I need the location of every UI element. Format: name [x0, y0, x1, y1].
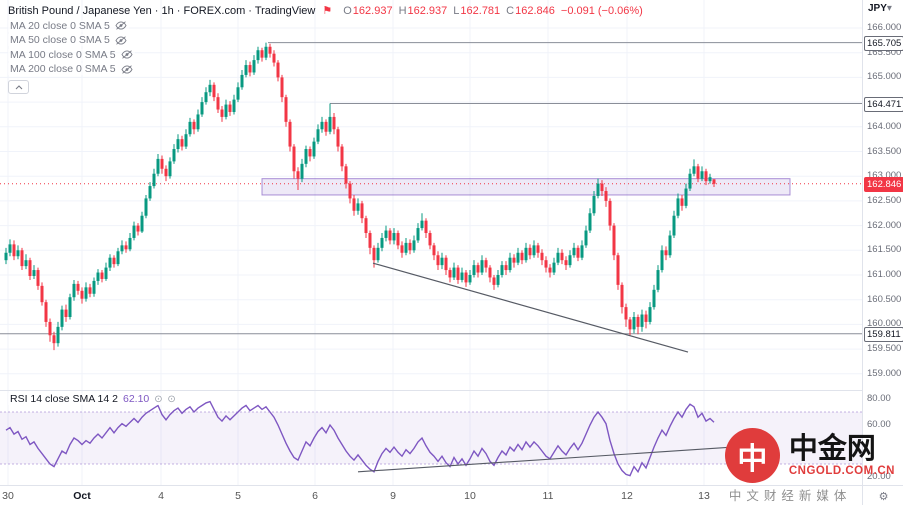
watermark-tagline: 中文财经新媒体	[728, 489, 852, 503]
low-label: L	[453, 4, 460, 17]
time-tick-label: 30	[2, 490, 14, 502]
price-tick-label: 160.500	[867, 293, 902, 305]
trendline-drawing[interactable]	[372, 262, 689, 353]
watermark-brand: 中金网	[788, 433, 876, 466]
rsi-legend-title: RSI 14 close SMA 14 2	[10, 393, 118, 405]
price-tick-label: 159.000	[867, 367, 902, 379]
price-tick-label: 159.500	[867, 343, 902, 355]
price-tick-label: 161.000	[867, 269, 902, 280]
grid	[0, 0, 862, 485]
eye-off-icon[interactable]	[121, 64, 133, 74]
close-value: 162.846	[515, 4, 555, 17]
time-tick-label: 10	[464, 490, 476, 502]
price-tick-label: 163.000	[867, 170, 902, 182]
price-level-badge: 165.705	[864, 35, 903, 51]
ma-50-legend[interactable]: MA 50 close 0 SMA 5	[8, 34, 129, 46]
price-tick-label: 165.500	[867, 46, 902, 58]
ma-100-label: MA 100 close 0 SMA 5	[10, 48, 116, 61]
low-value: 162.781	[460, 4, 501, 17]
ma-20-label: MA 20 close 0 SMA 5	[10, 19, 110, 32]
price-tick-label: 164.000	[867, 120, 902, 132]
support-resistance-zone[interactable]	[261, 178, 791, 196]
time-tick-label: Oct	[73, 490, 91, 502]
cngold-logo: 中	[724, 428, 780, 483]
ma-50-label: MA 50 close 0 SMA 5	[10, 34, 110, 46]
rsi-trendline-drawing[interactable]	[357, 446, 734, 473]
rsi-current-value: 62.10	[122, 393, 150, 405]
chevron-up-icon	[15, 84, 22, 89]
rsi-legend-icons[interactable]: ⊙ ⊙	[154, 393, 177, 405]
price-tick-label: 160.000	[867, 318, 902, 330]
open-label: O	[343, 4, 352, 17]
chart-legend: British Pound / Japanese Yen · 1h · FORE…	[8, 4, 643, 94]
eye-off-icon[interactable]	[115, 21, 127, 30]
flag-icon[interactable]: ⚑	[322, 5, 333, 17]
close-label: C	[506, 4, 515, 17]
price-axis-currency-label[interactable]: JPY▾	[868, 3, 892, 14]
change-value: −0.091 (−0.06%)	[560, 4, 643, 17]
time-axis[interactable]: 30 Oct 4 5 6 9 10 11 12 13	[0, 485, 862, 505]
gear-icon[interactable]: ⚙	[878, 491, 889, 503]
open-value: 162.937	[352, 4, 393, 17]
price-chart-canvas[interactable]	[0, 0, 862, 485]
legend-collapse-button[interactable]	[8, 80, 29, 94]
time-tick-label: 4	[158, 490, 164, 502]
rsi-band	[0, 411, 862, 465]
cngold-watermark: 中 中金网 CNGOLD.COM.CN 中文财经新媒体	[724, 428, 895, 504]
symbol-title[interactable]: British Pound / Japanese Yen · 1h · FORE…	[8, 4, 316, 17]
time-tick-label: 12	[621, 490, 633, 502]
axis-settings-corner[interactable]: ⚙	[862, 485, 903, 505]
price-level-badge: 164.471	[864, 96, 903, 112]
currency-code: JPY	[868, 3, 887, 14]
rsi-tick-label: 80.00	[867, 393, 891, 404]
time-tick-label: 6	[312, 490, 318, 502]
ma-200-label: MA 200 close 0 SMA 5	[10, 63, 116, 75]
ma-20-legend[interactable]: MA 20 close 0 SMA 5	[8, 19, 129, 32]
time-tick-label: 9	[390, 490, 396, 502]
price-tick-label: 166.000	[867, 22, 902, 33]
candlestick-series	[4, 42, 716, 351]
rsi-tick-label: 20.00	[867, 471, 891, 482]
high-label: H	[398, 4, 407, 17]
price-axis[interactable]: JPY▾ 159.000 159.500 160.000 160.500 161.000…	[862, 0, 903, 485]
ma-200-legend[interactable]: MA 200 close 0 SMA 5	[8, 63, 135, 75]
time-tick-label: 11	[542, 490, 554, 502]
pane-divider[interactable]	[0, 390, 903, 391]
time-tick-label: 5	[235, 490, 241, 502]
rsi-tick-label: 60.00	[867, 419, 891, 430]
high-value: 162.937	[407, 4, 448, 17]
eye-off-icon[interactable]	[115, 35, 127, 45]
price-tick-label: 162.500	[867, 194, 902, 206]
price-level-badge: 159.811	[864, 326, 903, 342]
chevron-down-icon: ▾	[886, 3, 892, 14]
time-tick-label: 13	[698, 490, 710, 502]
logo-glyph: 中	[737, 442, 768, 476]
current-price-badge: 162.846	[864, 176, 903, 192]
watermark-domain: CNGOLD.COM.CN	[788, 464, 895, 477]
rsi-line	[5, 400, 715, 477]
price-tick-label: 161.500	[867, 244, 902, 256]
ma-100-legend[interactable]: MA 100 close 0 SMA 5	[8, 48, 135, 61]
price-tick-label: 163.500	[867, 145, 902, 157]
price-tick-label: 162.000	[867, 219, 902, 231]
rsi-indicator-legend[interactable]: RSI 14 close SMA 14 2 62.10 ⊙ ⊙	[8, 393, 179, 405]
eye-off-icon[interactable]	[121, 50, 133, 59]
price-tick-label: 165.000	[867, 71, 902, 83]
